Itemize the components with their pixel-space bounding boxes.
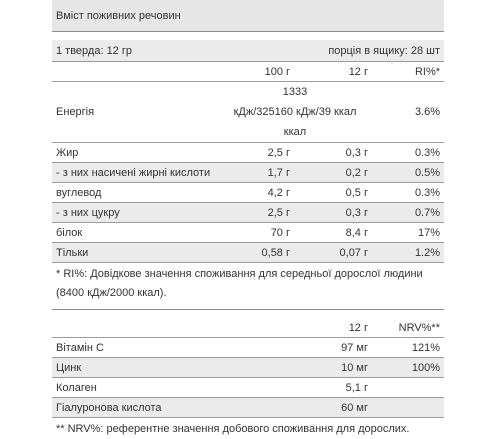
nutrient-name: Жир <box>56 146 79 159</box>
vitamin-nrv <box>372 398 444 418</box>
nutrient-ri: 1.2% <box>414 246 441 259</box>
nutrient-per12: 0,3 г <box>345 206 368 219</box>
vitamin-nrv: 100% <box>411 361 440 374</box>
vit-header-name <box>52 318 294 338</box>
vitamin-row: Гіалуронова кислота 60 мг <box>52 397 444 418</box>
nutrient-name: - з них цукру <box>56 206 120 219</box>
nutrient-row: Жир 2,5 г 0,3 г 0.3% <box>52 143 445 163</box>
servings-per-box: порція в ящику: 28 шт <box>328 44 441 57</box>
energy-row: Енергія 1333 кДж/325160 кДж/39 ккал ккал… <box>52 82 445 143</box>
header-per100: 100 г <box>264 65 290 78</box>
vitamin-name: Вітамін С <box>56 341 104 354</box>
vitamin-name: Колаген <box>56 381 97 394</box>
nutrient-per12: 0,2 г <box>345 166 368 179</box>
nrv-footnote: ** NRV%: референтне значення добового сп… <box>56 423 410 435</box>
nutrient-per12: 8,4 г <box>345 226 368 239</box>
vitamin-name: Гіалуронова кислота <box>56 401 162 414</box>
energy-line-3: ккал <box>283 126 307 138</box>
nutrient-name: - з них насичені жирні кислоти <box>56 166 211 179</box>
vitamin-nrv: 121% <box>411 341 440 354</box>
header-ri: RI%* <box>414 65 441 78</box>
nutrient-per100: 70 г <box>270 226 290 239</box>
nutrient-per100: 0,58 г <box>261 246 290 259</box>
vitamin-name: Цинк <box>56 361 82 374</box>
page: Вміст поживних речовин 1 тверда: 12 гр п… <box>52 0 445 435</box>
vitamin-nrv <box>372 378 444 398</box>
nutrient-row: білок 70 г 8,4 г 17% <box>52 223 445 243</box>
vit-header-nrv: NRV%** <box>398 321 440 334</box>
vitamin-amount: 5,1 г <box>345 381 368 394</box>
ri-footnote: * RI%: Довідкове значення споживання для… <box>56 268 423 299</box>
vitamin-row: Цинк 10 мг 100% <box>52 357 444 378</box>
nutrient-name: вуглевод <box>56 186 102 199</box>
vitamin-amount: 97 мг <box>341 341 368 354</box>
nutrient-name: білок <box>56 226 83 239</box>
vitamin-amount: 60 мг <box>341 401 368 414</box>
nutrient-row: - з них цукру 2,5 г 0,3 г 0.7% <box>52 202 445 223</box>
serving-row: 1 тверда: 12 гр порція в ящику: 28 шт <box>52 40 445 62</box>
nutrition-sheet: Вміст поживних речовин 1 тверда: 12 гр п… <box>52 0 445 439</box>
nutrient-row: вуглевод 4,2 г 0,5 г 0.3% <box>52 183 445 203</box>
vit-header-amount: 12 г <box>348 321 368 334</box>
nutrient-per12: 0,5 г <box>345 186 368 199</box>
vitamins-header-row: 12 г NRV%** <box>52 318 444 338</box>
page-title: Вміст поживних речовин <box>56 9 181 22</box>
nutrient-per100: 1,7 г <box>267 166 290 179</box>
nutrient-per100: 4,2 г <box>267 186 290 199</box>
vitamins-table: 12 г NRV%** Вітамін С 97 мг 121% Цинк 10 мг 1… <box>52 318 444 418</box>
nutrient-row: - з них насичені жирні кислоти 1,7 г 0,2 г… <box>52 162 445 183</box>
energy-label: Енергія <box>56 106 95 118</box>
nutrient-ri: 0.5% <box>414 166 441 179</box>
nutrient-row: Тільки 0,58 г 0,07 г 1.2% <box>52 242 445 263</box>
nutrition-header-row: 100 г 12 г RI%* <box>52 62 445 82</box>
energy-line-2: кДж/325160 кДж/39 ккал <box>233 106 357 118</box>
nutrition-table: 1 тверда: 12 гр порція в ящику: 28 шт 10… <box>52 40 445 263</box>
nutrient-per12: 0,07 г <box>339 246 368 259</box>
nutrient-name: Тільки <box>56 246 89 259</box>
header-per12: 12 г <box>348 65 368 78</box>
nutrient-per12: 0,3 г <box>345 146 368 159</box>
energy-line-1: 1333 <box>282 86 308 98</box>
nutrient-ri: 0.3% <box>414 146 441 159</box>
vitamin-row: Вітамін С 97 мг 121% <box>52 338 444 358</box>
nutrient-ri: 0.7% <box>414 206 441 219</box>
header-name <box>52 62 218 82</box>
page-title-bar: Вміст поживних речовин <box>52 0 444 32</box>
nutrient-per100: 2,5 г <box>267 206 290 219</box>
vitamin-row: Колаген 5,1 г <box>52 378 444 398</box>
nutrient-ri: 0.3% <box>414 186 441 199</box>
vitamin-amount: 10 мг <box>341 361 368 374</box>
energy-value: 1333 кДж/325160 кДж/39 ккал ккал <box>218 82 372 143</box>
nutrient-per100: 2,5 г <box>267 146 290 159</box>
serving-size: 1 тверда: 12 гр <box>56 44 132 57</box>
nutrient-ri: 17% <box>417 226 441 239</box>
energy-ri: 3.6% <box>414 106 441 118</box>
